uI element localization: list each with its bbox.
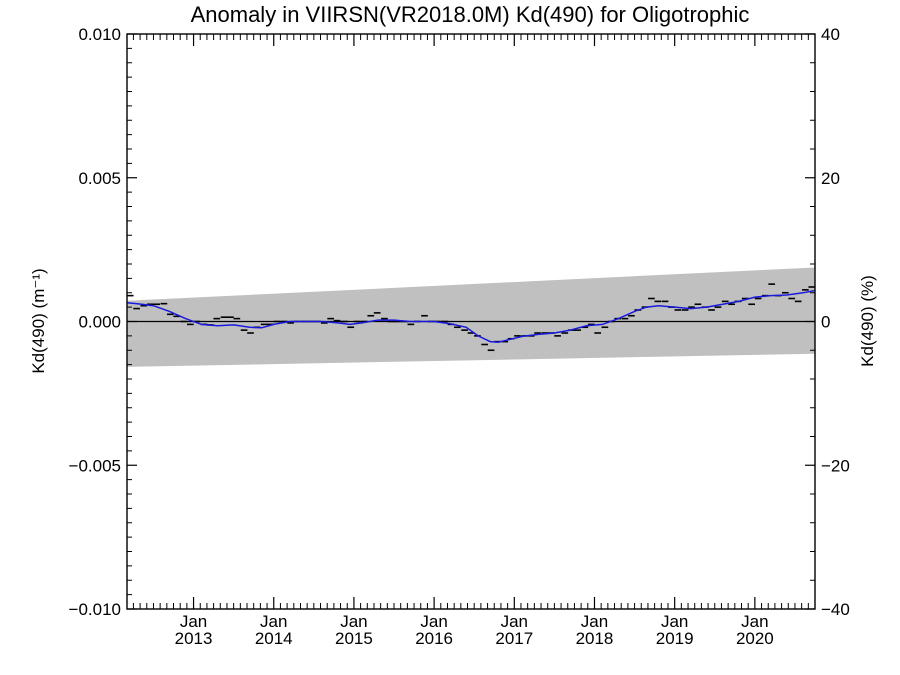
- right-tick-label: 40: [821, 25, 840, 44]
- x-tick-year-label: 2019: [656, 629, 694, 648]
- smoothed-anomaly-line: [126, 289, 816, 343]
- left-tick-label: −0.010: [69, 600, 121, 619]
- x-tick-year-label: 2015: [335, 629, 373, 648]
- left-y-axis: 0.010 0.005 0.000 −0.005 −0.010: [69, 25, 137, 619]
- right-y-axis-label: Kd(490) (%): [858, 275, 877, 367]
- x-tick-year-label: 2020: [736, 629, 774, 648]
- left-tick-label: 0.000: [78, 313, 121, 332]
- uncertainty-band: [127, 267, 815, 367]
- x-tick-month-label: Jan: [581, 612, 608, 631]
- left-tick-label: 0.005: [78, 169, 121, 188]
- right-tick-label: 0: [821, 313, 830, 332]
- chart-title: Anomaly in VIIRSN(VR2018.0M) Kd(490) for…: [191, 2, 750, 27]
- right-tick-label: −20: [821, 456, 850, 475]
- left-tick-label: −0.005: [69, 456, 121, 475]
- x-tick-month-label: Jan: [180, 612, 207, 631]
- x-tick-year-label: 2018: [576, 629, 614, 648]
- top-x-axis: [132, 34, 816, 46]
- x-tick-month-label: Jan: [260, 612, 287, 631]
- x-tick-year-label: 2016: [415, 629, 453, 648]
- x-tick-month-label: Jan: [661, 612, 688, 631]
- right-y-axis: 40 20 0 −20 −40: [805, 25, 850, 619]
- x-tick-month-label: Jan: [741, 612, 768, 631]
- left-y-axis-label: Kd(490) (m⁻¹): [29, 268, 48, 373]
- x-tick-year-label: 2017: [495, 629, 533, 648]
- x-tick-month-label: Jan: [501, 612, 528, 631]
- x-tick-month-label: Jan: [340, 612, 367, 631]
- x-axis: Jan2013Jan2014Jan2015Jan2016Jan2017Jan20…: [132, 597, 816, 648]
- x-tick-month-label: Jan: [420, 612, 447, 631]
- right-tick-label: −40: [821, 600, 850, 619]
- x-tick-year-label: 2013: [175, 629, 213, 648]
- left-tick-label: 0.010: [78, 25, 121, 44]
- right-tick-label: 20: [821, 169, 840, 188]
- x-tick-year-label: 2014: [255, 629, 293, 648]
- plot-area: [126, 33, 816, 610]
